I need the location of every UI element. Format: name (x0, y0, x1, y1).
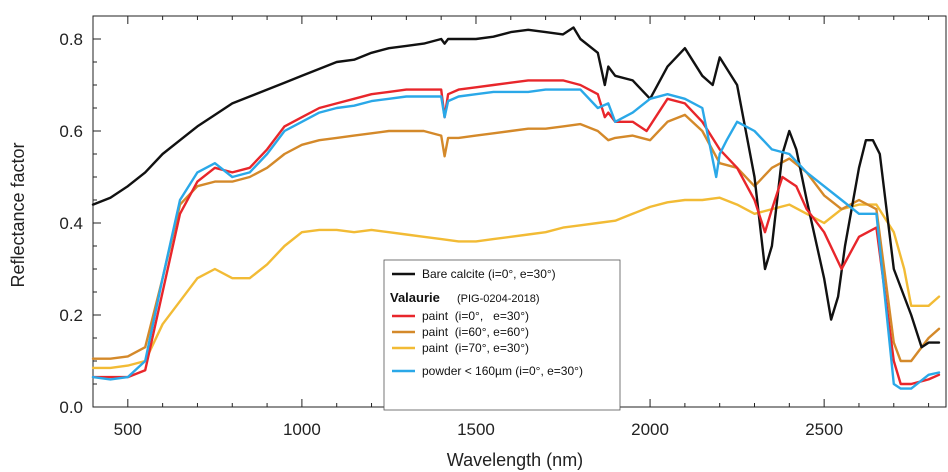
legend-label-paint-70-30: paint (i=70°, e=30°) (422, 341, 529, 355)
y-tick-label: 0.0 (59, 398, 83, 417)
x-axis-label: Wavelength (nm) (447, 450, 583, 470)
legend-label-paint-60-60: paint (i=60°, e=60°) (422, 325, 529, 339)
x-tick-label: 2000 (631, 420, 669, 439)
legend-label-paint-0-30: paint (i=0°, e=30°) (422, 309, 529, 323)
series-line-2 (91, 113, 941, 363)
legend: Bare calcite (i=0°, e=30°) Valaurie (PIG… (383, 259, 621, 411)
y-tick-label: 0.2 (59, 306, 83, 325)
series-line-3 (91, 196, 941, 370)
x-tick-label: 1500 (457, 420, 495, 439)
legend-label-powder: powder < 160µm (i=0°, e=30°) (422, 364, 583, 378)
x-tick-label: 1000 (283, 420, 321, 439)
x-tick-label: 500 (114, 420, 142, 439)
y-tick-label: 0.6 (59, 122, 83, 141)
series-line-4 (91, 88, 941, 390)
y-tick-label: 0.4 (59, 214, 83, 233)
x-tick-label: 2500 (805, 420, 843, 439)
legend-group-title: Valaurie (390, 290, 440, 305)
ticks-layer: 500 1000 1500 2000 2500 0.0 0.2 0.4 0.6 0.8 (59, 15, 930, 439)
y-tick-label: 0.8 (59, 30, 83, 49)
series-layer (91, 26, 941, 390)
series-line-1 (91, 79, 941, 386)
series-line-0 (91, 26, 941, 349)
y-axis-label: Reflectance factor (8, 142, 28, 287)
legend-label-bare-calcite: Bare calcite (i=0°, e=30°) (422, 267, 556, 281)
legend-box (383, 259, 621, 411)
legend-group-subtitle: (PIG-0204-2018) (457, 293, 540, 305)
